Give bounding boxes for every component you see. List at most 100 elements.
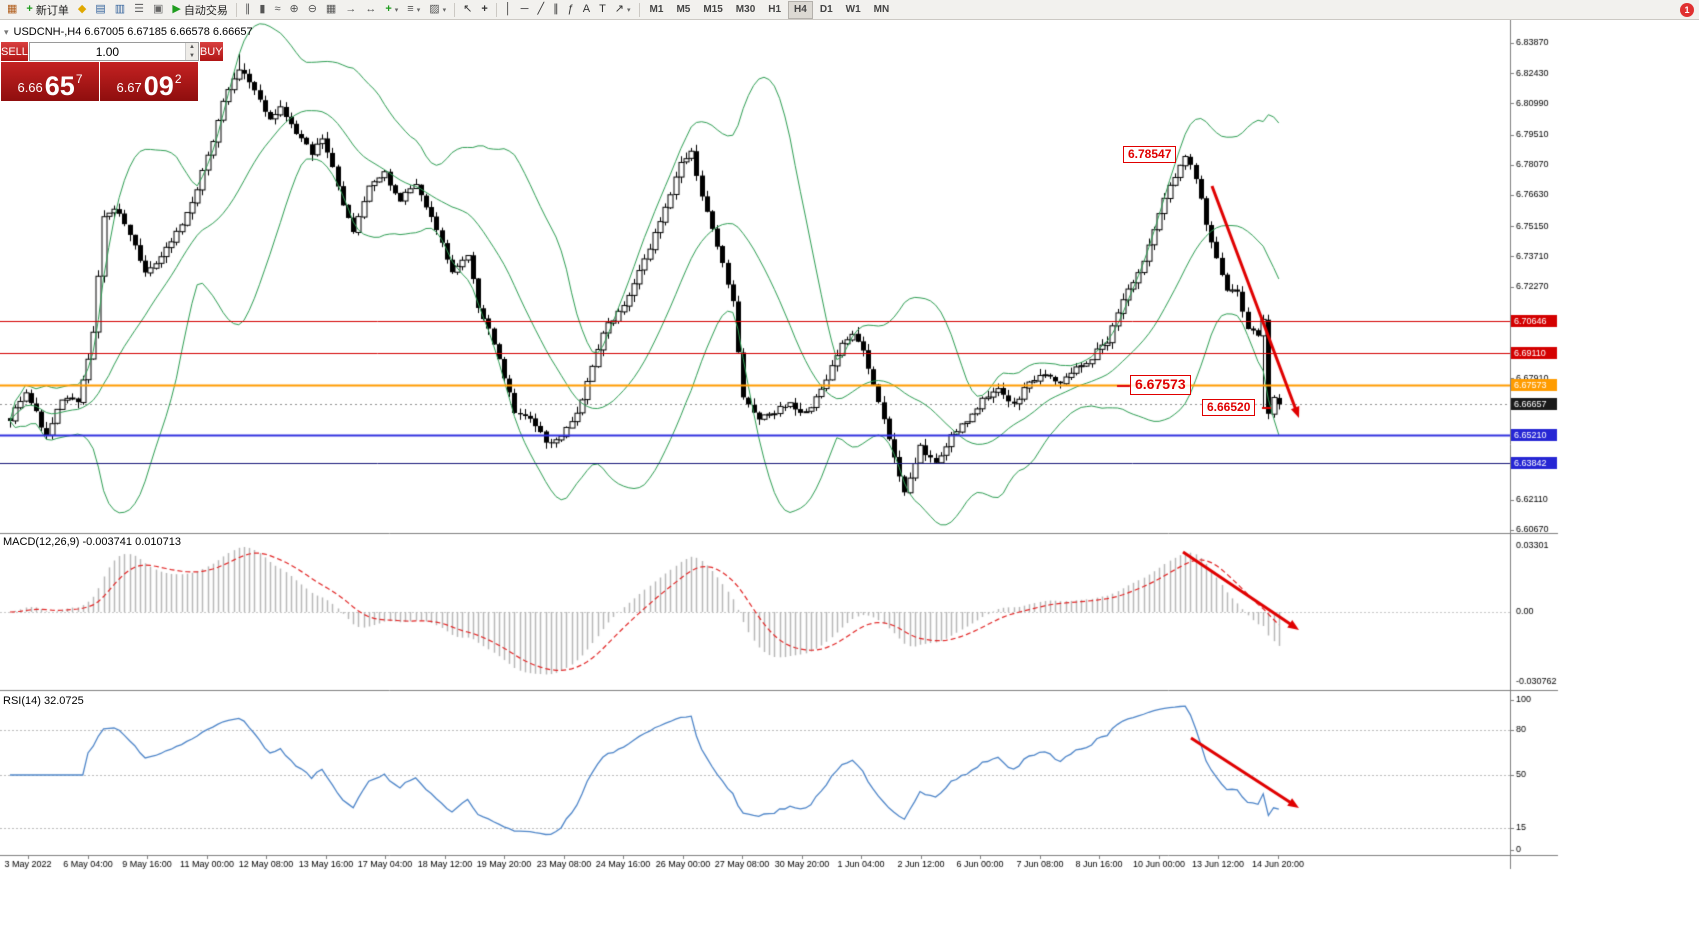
autotrading-button[interactable]: ▶ 自动交易 [168,1,231,19]
data-window-icon: ▥ [114,3,126,15]
periods-icon[interactable]: ≡ ▾ [403,1,424,19]
timeframe-h4[interactable]: H4 [788,0,813,19]
timeframe-m15[interactable]: M15 [697,1,728,19]
vertical-line-icon[interactable]: │ [501,1,516,19]
timeframe-m30[interactable]: M30 [730,1,761,19]
toolbar-separator [235,2,237,17]
sell-price-sup: 7 [75,72,83,86]
chevron-down-icon: ▾ [442,6,447,14]
annotation-level-price[interactable]: 6.67573 [1130,375,1191,395]
new-order-button[interactable]: + 新订单 [22,1,72,19]
new-chart-icon: ▦ [7,3,18,15]
zoom-out-icon: ⊖ [307,3,317,15]
autotrading-button: ▶ [172,3,181,15]
buy-price-prefix: 6.67 [116,80,142,95]
chart-shift-icon[interactable]: ↔ [361,1,380,19]
zoom-out-icon[interactable]: ⊖ [304,1,321,19]
chevron-down-icon: ▾ [416,6,421,14]
terminal-icon: ▣ [153,3,164,15]
sell-button[interactable]: SELL [1,42,28,61]
indicators-icon[interactable]: + ▾ [381,1,402,19]
trendline-icon: ╱ [537,3,545,15]
text-icon: A [582,3,591,15]
notification-icon[interactable]: 1 [1680,3,1694,17]
navigator-icon: ☰ [134,3,144,15]
buy-price-sup: 2 [174,72,182,86]
arrows-icon: ↗ [614,3,625,15]
trendline-icon[interactable]: ╱ [533,1,548,19]
crosshair-icon[interactable]: + [477,1,491,19]
new-order-button-label: 新订单 [35,4,69,17]
mql5-icon: ◆ [77,3,87,15]
sell-price-prefix: 6.66 [17,80,43,95]
chevron-down-icon: ▾ [394,6,399,14]
rsi-label: RSI(14) 32.0725 [3,695,84,707]
buy-price-button[interactable]: 6.67 09 2 [100,62,198,101]
buy-button[interactable]: BUY [199,42,223,61]
zoom-in-icon[interactable]: ⊕ [285,1,302,19]
autotrading-button-label: 自动交易 [183,4,228,17]
cursor-icon[interactable]: ↖ [459,1,476,19]
sell-price-big: 65 [44,70,75,101]
arrows-icon[interactable]: ↗ ▾ [611,1,635,19]
volume-down-icon[interactable]: ▼ [185,51,198,60]
toolbar-separator [638,2,640,17]
volume-up-icon[interactable]: ▲ [185,43,198,52]
fibonacci-icon[interactable]: ƒ [564,1,578,19]
timeframe-m1[interactable]: M1 [644,1,670,19]
volume-input[interactable] [29,43,185,60]
new-order-button: + [26,3,33,15]
terminal-icon[interactable]: ▣ [149,1,167,19]
zoom-in-icon: ⊕ [289,3,299,15]
toolbar-separator [495,2,497,17]
timeframe-w1[interactable]: W1 [840,1,867,19]
line-chart-mode-icon[interactable]: ≈ [270,1,284,19]
chart-shift-icon: ↔ [365,3,377,15]
fibonacci-icon: ƒ [567,3,574,15]
horizontal-line-icon[interactable]: ─ [517,1,533,19]
sell-price-button[interactable]: 6.66 65 7 [1,62,99,101]
chevron-down-icon: ▾ [627,6,631,14]
timeframe-h1[interactable]: H1 [762,1,787,19]
label-icon: T [599,3,606,15]
line-chart-mode-icon: ≈ [274,3,281,15]
auto-scroll-icon[interactable]: → [341,1,360,19]
ohlc-text: USDCNH-,H4 6.67005 6.67185 6.66578 6.666… [13,26,253,38]
annotation-low-price[interactable]: 6.66520 [1202,399,1256,416]
volume-field: ▲ ▼ [28,42,199,61]
volume-spinner: ▲ ▼ [184,43,198,60]
channel-icon[interactable]: ∥ [549,1,563,19]
annotation-peak-price[interactable]: 6.78547 [1123,146,1177,163]
market-watch-icon: ▤ [95,3,106,15]
buy-price-big: 09 [143,70,174,101]
market-watch-icon[interactable]: ▤ [91,1,109,19]
timeframe-mn[interactable]: MN [868,1,896,19]
toolbar-separator [454,2,456,17]
templates-icon: ▨ [429,3,440,15]
templates-icon[interactable]: ▨ ▾ [425,1,450,19]
candlestick-mode-icon[interactable]: ▮ [255,1,269,19]
vertical-line-icon: │ [504,3,512,15]
timeframe-d1[interactable]: D1 [814,1,839,19]
tile-windows-icon: ▦ [325,3,337,15]
macd-label: MACD(12,26,9) -0.003741 0.010713 [3,536,181,548]
text-icon[interactable]: A [579,1,594,19]
one-click-toggle-icon[interactable]: ▾ [4,26,9,37]
indicators-icon: + [385,3,392,15]
channel-icon: ∥ [553,3,559,15]
periods-icon: ≡ [407,3,414,15]
navigator-icon[interactable]: ☰ [130,1,148,19]
one-click-trading-panel: SELL ▲ ▼ BUY 6.66 65 7 6.67 09 2 [1,42,223,101]
new-chart-icon[interactable]: ▦ [3,1,21,19]
mql5-icon[interactable]: ◆ [74,1,90,19]
bar-chart-mode-icon[interactable]: ∥ [241,1,255,19]
timeframe-m5[interactable]: M5 [670,1,696,19]
cursor-icon: ↖ [463,3,473,15]
auto-scroll-icon: → [345,3,357,15]
tile-windows-icon[interactable]: ▦ [322,1,340,19]
bar-chart-mode-icon: ∥ [244,3,251,15]
horizontal-line-icon: ─ [520,3,529,15]
label-icon[interactable]: T [595,1,610,19]
data-window-icon[interactable]: ▥ [111,1,129,19]
